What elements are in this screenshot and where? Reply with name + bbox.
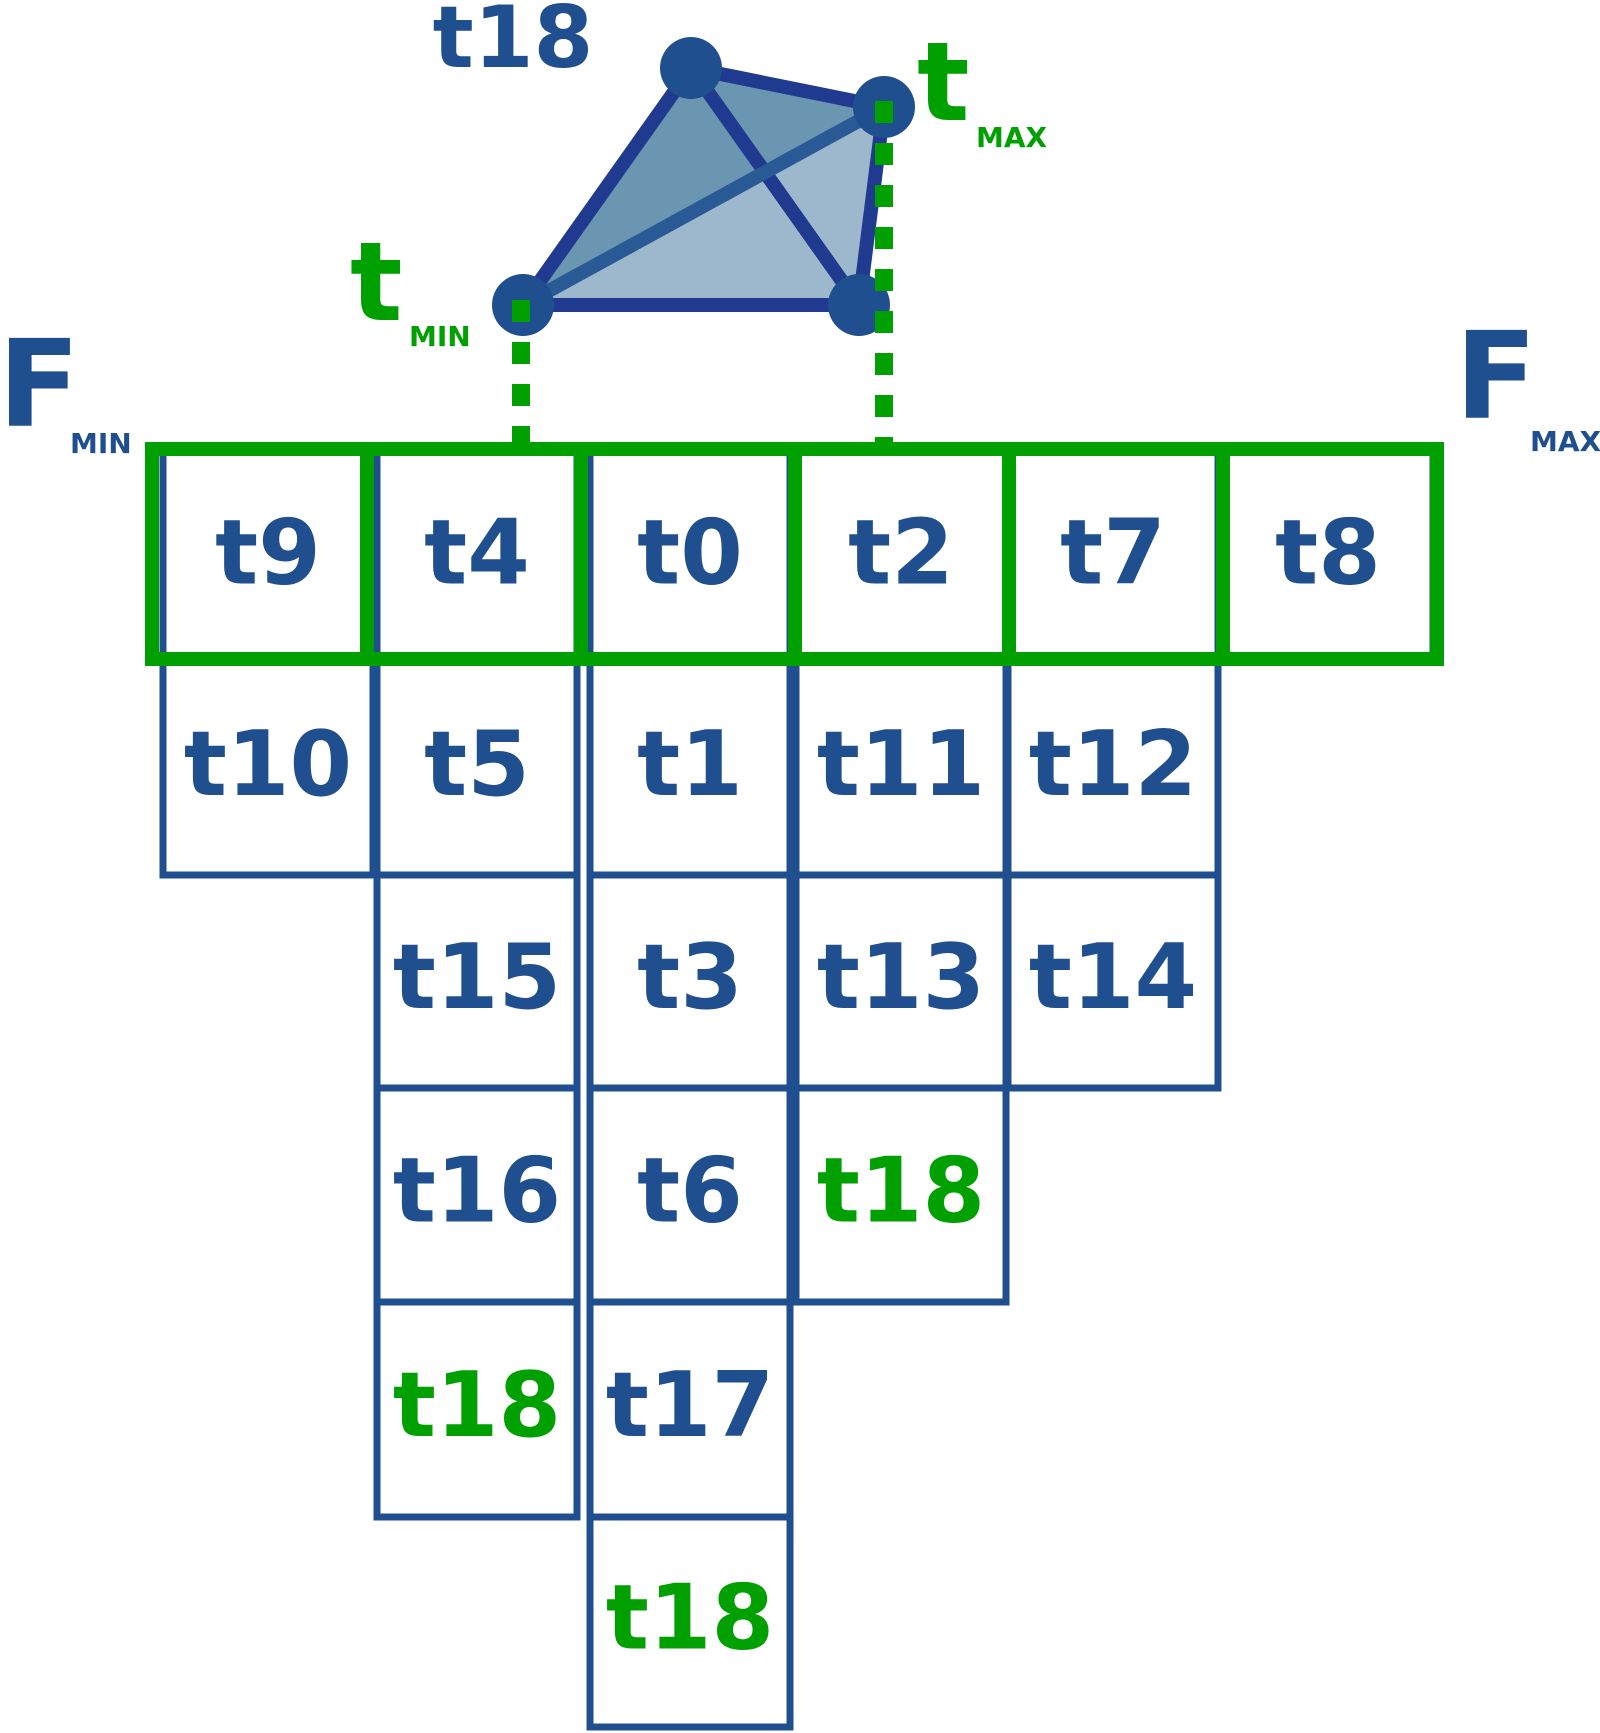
edge-back-diagonal	[516, 100, 891, 312]
edge-top	[684, 61, 891, 114]
cell-t18: t18	[792, 1084, 1010, 1306]
cell-t9: t9	[159, 448, 377, 666]
cell-t18: t18	[586, 1513, 794, 1731]
cell-t16: t16	[373, 1084, 581, 1306]
f-max-subscript: MAX	[1530, 425, 1600, 458]
cell-label: t18	[393, 1353, 561, 1458]
cell-label: t11	[817, 712, 985, 817]
cell-label: t10	[184, 712, 352, 817]
cell-t0: t0	[586, 448, 794, 666]
cell-t2: t2	[792, 448, 1010, 666]
cell-label: t14	[1029, 925, 1197, 1030]
tmin-label-subscript: MIN	[409, 320, 471, 353]
cell-label: t1	[637, 712, 743, 817]
cell-box	[792, 1084, 1010, 1306]
cell-t18: t18	[373, 1298, 581, 1521]
cell-t7: t7	[1004, 448, 1222, 666]
cell-box	[586, 1084, 794, 1306]
edge-right	[852, 100, 891, 312]
cell-label: t18	[606, 1566, 774, 1671]
cell-t6: t6	[586, 1084, 794, 1306]
back-face	[523, 68, 884, 305]
cell-label: t16	[393, 1139, 561, 1244]
cell-box	[373, 1298, 581, 1521]
edge-left	[516, 61, 698, 312]
cell-label: t15	[393, 925, 561, 1030]
cell-label: t12	[1029, 712, 1197, 817]
f-max-label: F	[1455, 308, 1537, 447]
cell-t4: t4	[373, 448, 581, 666]
cell-label: t8	[1275, 501, 1381, 606]
cell-t14: t14	[1004, 871, 1222, 1092]
cell-t5: t5	[373, 658, 581, 879]
cell-t3: t3	[586, 871, 794, 1092]
cell-box	[586, 1513, 794, 1731]
top-vertex-label: t18	[433, 0, 594, 88]
tmax-label-subscript: MAX	[976, 121, 1048, 154]
cell-label: t2	[848, 501, 954, 606]
cell-t17: t17	[586, 1298, 794, 1521]
cell-label: t9	[215, 501, 321, 606]
cell-t12: t12	[1004, 658, 1222, 879]
tmax-label: t	[917, 18, 970, 146]
cell-box	[792, 658, 1010, 879]
cell-box	[586, 1298, 794, 1521]
first-row-highlight-frame	[145, 442, 1444, 666]
cell-label: t6	[637, 1139, 743, 1244]
f-min-subscript: MIN	[70, 427, 132, 460]
cell-t13: t13	[792, 871, 1010, 1092]
cell-t1: t1	[586, 658, 794, 879]
cell-t10: t10	[159, 658, 377, 879]
cell-label: t3	[637, 925, 743, 1030]
f-min-label: F	[0, 316, 80, 455]
cell-label: t0	[637, 501, 743, 606]
cell-box	[1004, 658, 1222, 879]
cell-t15: t15	[373, 871, 581, 1092]
cell-label: t5	[424, 712, 530, 817]
cell-t8: t8	[1219, 448, 1437, 666]
vertex-top	[660, 37, 722, 99]
cell-grid: t9 t10 t4 t5 t15 t16 t18 t0 t1 t3 t6 t17 t18 t2 t11 t13…	[159, 448, 1437, 1731]
cell-label: t17	[606, 1353, 774, 1458]
projection-lines	[512, 101, 893, 447]
cell-box	[792, 448, 1010, 666]
vertex-bottom-right	[828, 274, 890, 336]
edge-diagonal	[684, 61, 866, 312]
cell-box	[1004, 871, 1222, 1092]
cell-label: t7	[1060, 501, 1166, 606]
cell-label: t18	[817, 1139, 985, 1244]
cell-box	[159, 448, 377, 666]
tetrahedron-shape	[492, 37, 915, 336]
cell-label: t13	[817, 925, 985, 1030]
cell-label: t4	[424, 501, 530, 606]
cell-t11: t11	[792, 658, 1010, 879]
cell-box	[586, 658, 794, 879]
tmin-label: t	[350, 218, 403, 346]
